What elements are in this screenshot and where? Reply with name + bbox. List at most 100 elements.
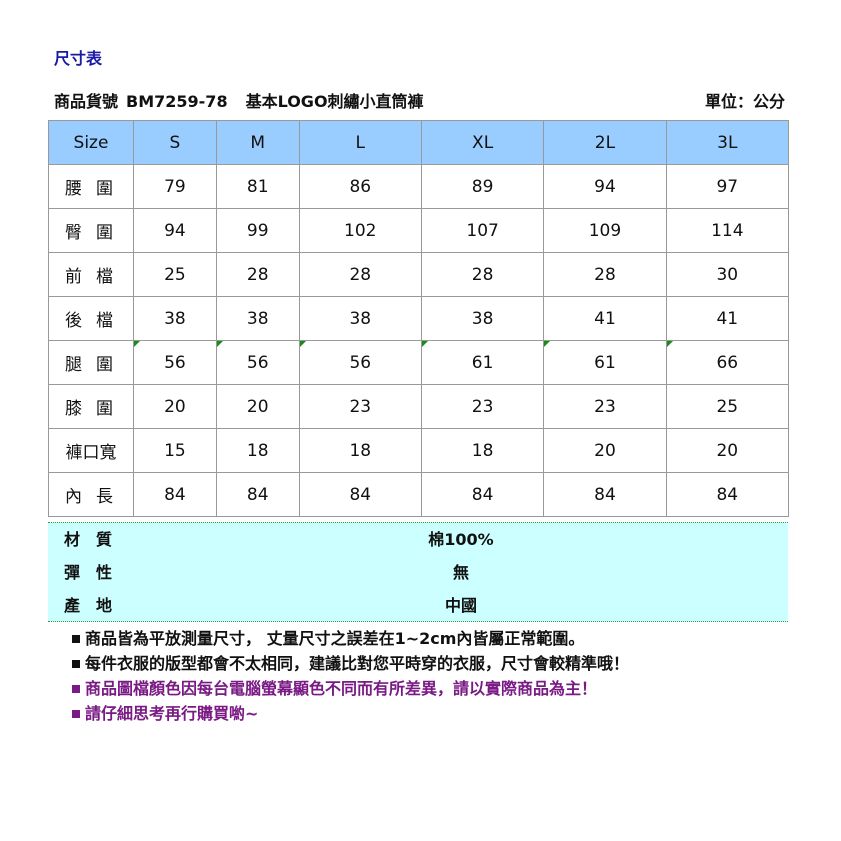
- unit-label: 單位：公分: [704, 92, 785, 111]
- table-cell: 94: [133, 208, 217, 253]
- table-cell: 28: [420, 252, 545, 297]
- note-text: 商品圖檔顏色因每台電腦螢幕顯色不同而有所差異，請以實際商品為主！: [85, 679, 598, 698]
- table-cell: 81: [215, 164, 300, 209]
- info-row: 材質 棉100%: [48, 523, 788, 556]
- table-cell: 84: [665, 472, 790, 517]
- table-cell: 84: [298, 472, 422, 517]
- bullet-square-icon: [72, 635, 80, 643]
- header-cell: L: [298, 120, 422, 165]
- product-info: 商品貨號 BM7259-78 基本LOGO刺繡小直筒褲: [54, 88, 442, 112]
- info-value: 棉100%: [428, 530, 494, 549]
- table-cell: 99: [215, 208, 300, 253]
- table-cell: 61: [543, 340, 667, 385]
- info-value: 中國: [444, 596, 477, 615]
- note-item: 商品皆為平放測量尺寸， 丈量尺寸之誤差在1~2cm內皆屬正常範圍。: [72, 626, 629, 651]
- table-cell: 84: [215, 472, 300, 517]
- table-row: 後檔 38 38 38 38 41 41: [48, 296, 790, 341]
- row-label: 前檔: [48, 252, 134, 297]
- bullet-square-icon: [72, 710, 80, 718]
- table-row: 前檔 25 28 28 28 28 30: [48, 252, 790, 297]
- table-cell: 41: [665, 296, 790, 341]
- table-cell: 28: [543, 252, 667, 297]
- table-cell: 18: [420, 428, 545, 473]
- table-cell: 86: [298, 164, 422, 209]
- notes: 商品皆為平放測量尺寸， 丈量尺寸之誤差在1~2cm內皆屬正常範圍。每件衣服的版型…: [72, 626, 629, 726]
- info-label: 產地: [64, 596, 129, 615]
- table-cell: 23: [420, 384, 545, 429]
- table-cell: 23: [543, 384, 667, 429]
- note-item: 每件衣服的版型都會不太相同，建議比對您平時穿的衣服，尺寸會較精準哦！: [72, 651, 629, 676]
- product-code-label: 商品貨號: [54, 92, 119, 111]
- table-cell: 38: [298, 296, 422, 341]
- note-text: 請仔細思考再行購買喲~: [85, 704, 259, 723]
- header-cell: 3L: [665, 120, 790, 165]
- table-cell: 15: [133, 428, 217, 473]
- table-cell: 38: [133, 296, 217, 341]
- header-row: Size S M L XL 2L 3L: [48, 120, 790, 165]
- table-cell: 28: [215, 252, 300, 297]
- table-row: 膝圍 20 20 23 23 23 25: [48, 384, 790, 429]
- table-cell: 84: [133, 472, 217, 517]
- table-cell: 56: [298, 340, 422, 385]
- table-cell: 61: [420, 340, 545, 385]
- bullet-square-icon: [72, 685, 80, 693]
- row-label: 內長: [48, 472, 134, 517]
- bullet-square-icon: [72, 660, 80, 668]
- product-code: BM7259-78: [126, 92, 228, 111]
- table-cell: 56: [133, 340, 217, 385]
- table-cell: 25: [665, 384, 790, 429]
- row-label: 腰圍: [48, 164, 134, 209]
- table-row: 腰圍 79 81 86 89 94 97: [48, 164, 790, 209]
- info-row: 產地 中國: [48, 589, 788, 622]
- header-cell: 2L: [543, 120, 667, 165]
- table-cell: 20: [215, 384, 300, 429]
- table-cell: 89: [420, 164, 545, 209]
- table-cell: 18: [298, 428, 422, 473]
- table-cell: 41: [543, 296, 667, 341]
- table-cell: 84: [543, 472, 667, 517]
- info-row: 彈性 無: [48, 556, 788, 589]
- table-cell: 84: [420, 472, 545, 517]
- table-cell: 97: [665, 164, 790, 209]
- table-cell: 23: [298, 384, 422, 429]
- row-label: 膝圍: [48, 384, 134, 429]
- table-cell: 20: [133, 384, 217, 429]
- page-title: 尺寸表: [54, 49, 103, 68]
- table-cell: 20: [543, 428, 667, 473]
- note-item: 商品圖檔顏色因每台電腦螢幕顯色不同而有所差異，請以實際商品為主！: [72, 676, 629, 701]
- table-cell: 25: [133, 252, 217, 297]
- table-cell: 79: [133, 164, 217, 209]
- table-cell: 20: [665, 428, 790, 473]
- table-row: 腿圍 56 56 56 61 61 66: [48, 340, 790, 385]
- table-cell: 66: [665, 340, 790, 385]
- info-block: 材質 棉100% 彈性 無產地 中國: [48, 522, 788, 622]
- table-cell: 30: [665, 252, 790, 297]
- note-item: 請仔細思考再行購買喲~: [72, 701, 629, 726]
- header-cell: M: [215, 120, 300, 165]
- table-cell: 38: [420, 296, 545, 341]
- row-label: 腿圍: [48, 340, 134, 385]
- note-text: 商品皆為平放測量尺寸， 丈量尺寸之誤差在1~2cm內皆屬正常範圍。: [85, 629, 585, 648]
- table-cell: 102: [298, 208, 422, 253]
- size-table: Size S M L XL 2L 3L 腰圍 79 81 86 89 94 97 臀圍 94 99 102 107 1…: [48, 120, 790, 517]
- table-cell: 109: [543, 208, 667, 253]
- product-name: 基本LOGO刺繡小直筒褲: [245, 92, 424, 111]
- info-value: 無: [452, 563, 469, 582]
- table-row: 臀圍 94 99 102 107 109 114: [48, 208, 790, 253]
- table-cell: 28: [298, 252, 422, 297]
- row-label: 褲口寬: [48, 428, 134, 473]
- info-label: 彈性: [64, 563, 129, 582]
- note-text: 每件衣服的版型都會不太相同，建議比對您平時穿的衣服，尺寸會較精準哦！: [85, 654, 630, 673]
- table-cell: 107: [420, 208, 545, 253]
- table-cell: 18: [215, 428, 300, 473]
- header-cell: Size: [48, 120, 134, 165]
- info-label: 材質: [64, 530, 129, 549]
- row-label: 後檔: [48, 296, 134, 341]
- table-row: 內長 84 84 84 84 84 84: [48, 472, 790, 517]
- table-row: 褲口寬 15 18 18 18 20 20: [48, 428, 790, 473]
- table-cell: 38: [215, 296, 300, 341]
- table-cell: 114: [665, 208, 790, 253]
- row-label: 臀圍: [48, 208, 134, 253]
- table-cell: 94: [543, 164, 667, 209]
- header-cell: XL: [420, 120, 545, 165]
